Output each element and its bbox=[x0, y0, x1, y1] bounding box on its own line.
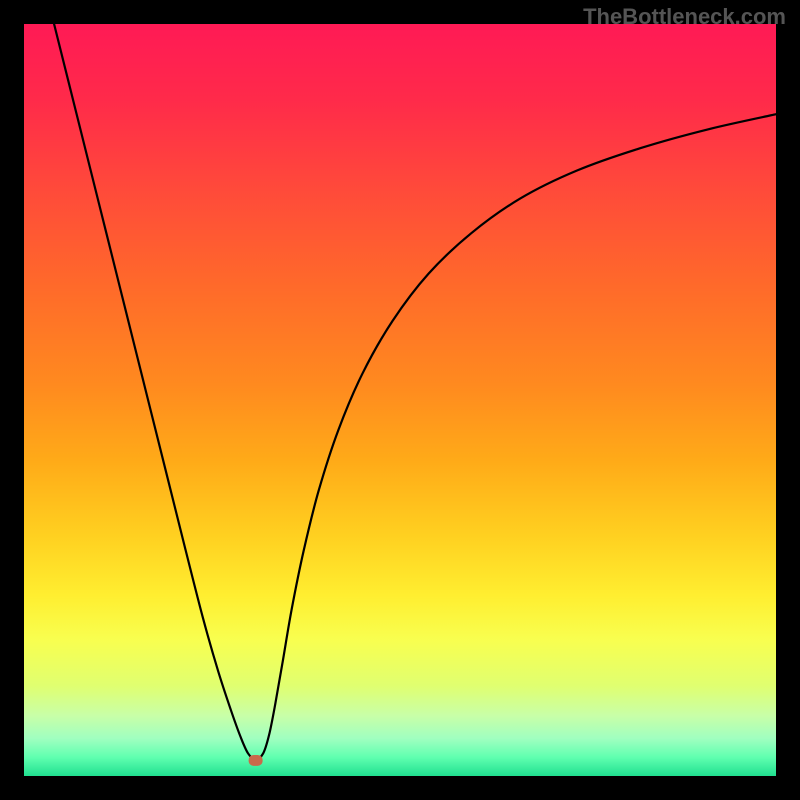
bottleneck-chart bbox=[0, 0, 800, 800]
gradient-background bbox=[24, 24, 776, 776]
chart-container: TheBottleneck.com bbox=[0, 0, 800, 800]
watermark-text: TheBottleneck.com bbox=[583, 4, 786, 30]
vertex-marker bbox=[249, 755, 263, 766]
